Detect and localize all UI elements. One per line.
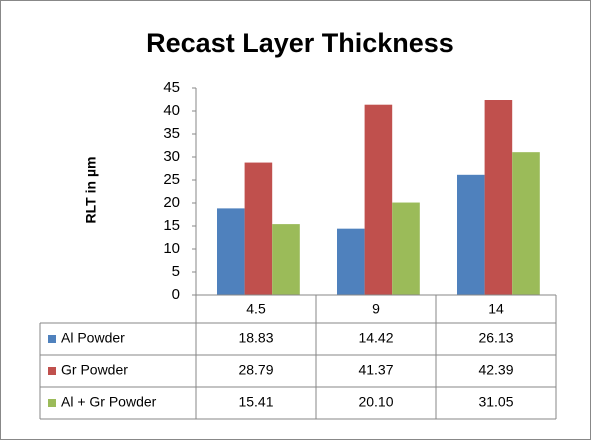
table-value: 15.41 xyxy=(238,394,273,410)
table-value: 26.13 xyxy=(478,330,513,346)
table-value: 28.79 xyxy=(238,362,273,378)
legend-swatch xyxy=(48,399,56,407)
legend-label: Al + Gr Powder xyxy=(61,394,157,410)
y-tick-label: 45 xyxy=(163,79,180,96)
x-tick-label: 4.5 xyxy=(246,301,266,317)
y-tick-label: 40 xyxy=(163,102,180,119)
table-value: 42.39 xyxy=(478,362,513,378)
y-tick-label: 5 xyxy=(172,263,180,280)
legend-swatch xyxy=(48,335,56,343)
y-tick-label: 0 xyxy=(172,286,180,303)
bar xyxy=(484,100,513,295)
table-value: 18.83 xyxy=(238,330,273,346)
y-tick-label: 30 xyxy=(163,148,180,165)
bar xyxy=(364,104,393,295)
x-tick-label: 9 xyxy=(372,301,380,317)
bar xyxy=(392,202,420,295)
table-value: 20.10 xyxy=(358,394,393,410)
table-value: 31.05 xyxy=(478,394,513,410)
x-tick-label: 14 xyxy=(488,301,504,317)
legend-label: Gr Powder xyxy=(61,362,128,378)
legend-swatch xyxy=(48,367,56,375)
bar xyxy=(457,174,485,295)
chart-title: Recast Layer Thickness xyxy=(146,28,454,58)
bar xyxy=(244,162,273,295)
y-tick-label: 15 xyxy=(163,217,180,234)
bar xyxy=(337,228,365,295)
y-tick-label: 10 xyxy=(163,240,180,257)
y-axis-label: RLT in µm xyxy=(83,157,99,224)
table-value: 14.42 xyxy=(358,330,393,346)
y-tick-label: 35 xyxy=(163,125,180,142)
legend-label: Al Powder xyxy=(61,330,125,346)
bar xyxy=(512,152,540,295)
bar xyxy=(272,224,300,295)
y-tick-label: 25 xyxy=(163,171,180,188)
bar xyxy=(217,208,245,295)
table-value: 41.37 xyxy=(358,362,393,378)
y-tick-label: 20 xyxy=(163,194,180,211)
